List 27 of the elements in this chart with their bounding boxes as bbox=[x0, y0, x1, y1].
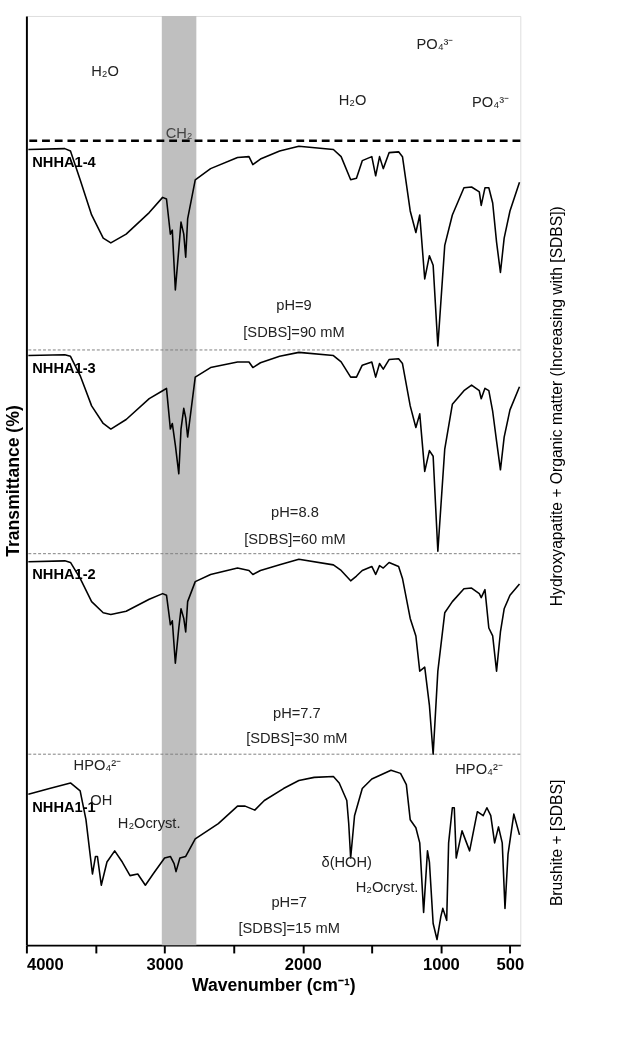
annotation: pH=7.7 bbox=[273, 704, 321, 721]
y-axis-title: Transmittance (%) bbox=[3, 405, 24, 557]
text: Brushite + [SDBS] bbox=[548, 779, 566, 907]
x-tick-label: 3000 bbox=[146, 955, 184, 975]
annotation: [SDBS]=15 mM bbox=[238, 919, 340, 936]
x-tick-label: 2000 bbox=[284, 955, 322, 975]
x-tick-label: 1000 bbox=[422, 955, 460, 975]
annotation: pH=9 bbox=[276, 296, 312, 313]
text: H₂O bbox=[91, 62, 119, 79]
text: H₂O bbox=[338, 91, 367, 108]
text: Hydroxyapatite + Organic matter (Increasing with [SDBS]) bbox=[548, 206, 566, 607]
x-axis-title: Wavenumber (cm⁻¹) bbox=[192, 974, 356, 995]
x-tick-label: 500 bbox=[496, 955, 525, 975]
annotation: H₂Ocryst. bbox=[117, 815, 181, 832]
annotation: δ(HOH) bbox=[321, 853, 372, 870]
text: PO₄³⁻ bbox=[472, 93, 510, 110]
text: PO₄³⁻ bbox=[416, 35, 454, 52]
annotation: [SDBS]=60 mM bbox=[244, 530, 346, 547]
annotation: pH=7 bbox=[271, 894, 307, 911]
x-tick-label: 4000 bbox=[26, 955, 64, 975]
annotation: HPO₄²⁻ bbox=[455, 761, 503, 778]
annotation: pH=8.8 bbox=[271, 503, 319, 520]
band-label: CH₂ bbox=[165, 125, 193, 142]
annotation: HPO₄²⁻ bbox=[73, 757, 122, 774]
annotation: H₂Ocryst. bbox=[355, 879, 419, 895]
annotation: [SDBS]=90 mM bbox=[243, 324, 345, 341]
annotation: [SDBS]=30 mM bbox=[246, 730, 348, 747]
